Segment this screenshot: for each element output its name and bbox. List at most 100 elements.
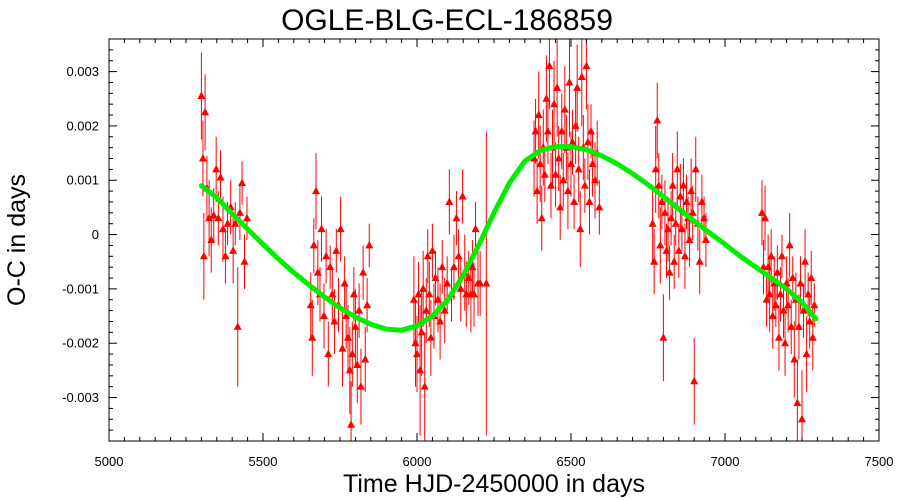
- data-point: [344, 333, 353, 341]
- data-point: [777, 251, 786, 260]
- data-point: [449, 262, 458, 271]
- data-point: [653, 115, 662, 124]
- data-point: [242, 213, 251, 222]
- data-point: [229, 246, 238, 254]
- data-point: [765, 289, 774, 298]
- data-point: [550, 99, 559, 108]
- data-point: [456, 284, 465, 292]
- data-point: [313, 268, 322, 276]
- data-point: [332, 246, 341, 254]
- data-point: [790, 355, 799, 363]
- data-point: [349, 289, 358, 298]
- data-point: [233, 322, 242, 330]
- x-tick-label: 6000: [403, 454, 432, 469]
- data-point: [757, 208, 766, 216]
- data-point: [568, 137, 577, 146]
- data-point: [697, 197, 706, 205]
- data-point: [240, 257, 249, 265]
- data-point: [531, 126, 540, 135]
- data-point: [533, 186, 542, 195]
- data-point: [762, 295, 771, 303]
- data-point: [687, 186, 696, 195]
- data-point: [546, 181, 555, 189]
- data-point: [761, 213, 770, 222]
- data-point: [214, 213, 223, 222]
- data-point: [774, 333, 783, 341]
- data-point: [574, 164, 583, 173]
- data-point: [428, 246, 437, 254]
- data-point: [540, 170, 549, 178]
- data-point: [458, 192, 467, 200]
- data-point: [469, 289, 478, 298]
- data-point: [328, 289, 337, 298]
- data-point: [543, 126, 552, 135]
- data-point: [560, 105, 569, 113]
- data-point: [587, 126, 596, 135]
- data-point: [363, 300, 372, 309]
- data-point: [701, 235, 710, 243]
- data-point: [595, 202, 604, 211]
- data-point: [764, 262, 773, 271]
- data-point: [571, 121, 580, 129]
- data-point: [476, 278, 485, 287]
- data-point: [201, 107, 210, 116]
- y-tick-label: -0.003: [62, 390, 99, 405]
- data-point: [674, 246, 683, 254]
- x-tick-label: 7500: [865, 454, 894, 469]
- data-point: [423, 251, 432, 260]
- data-point: [438, 262, 447, 271]
- x-axis-label: Time HJD-2450000 in days: [343, 470, 645, 498]
- data-point: [670, 257, 679, 265]
- data-point: [585, 197, 594, 205]
- data-point: [557, 126, 566, 135]
- data-point: [576, 224, 585, 233]
- data-point: [365, 240, 374, 249]
- data-point: [679, 181, 688, 189]
- y-tick-label: 0.002: [66, 118, 99, 133]
- y-tick-label: 0: [92, 227, 99, 242]
- data-point: [342, 311, 351, 320]
- data-point: [306, 300, 315, 309]
- data-point: [804, 289, 813, 298]
- data-point: [805, 316, 814, 325]
- data-point: [781, 338, 790, 347]
- data-point: [317, 224, 326, 233]
- data-point: [197, 91, 206, 100]
- data-point: [534, 110, 543, 119]
- data-point: [345, 365, 354, 374]
- data-point: [794, 322, 803, 330]
- data-point: [767, 251, 776, 260]
- data-point: [417, 327, 426, 336]
- data-point: [788, 273, 797, 282]
- data-point: [356, 382, 365, 390]
- data-point: [471, 224, 480, 233]
- data-point: [807, 273, 816, 282]
- data-point: [673, 164, 682, 173]
- y-axis-label: O-C in days: [3, 174, 31, 306]
- data-point: [324, 349, 333, 358]
- data-point: [454, 251, 463, 260]
- data-point: [556, 202, 565, 211]
- data-point: [648, 219, 657, 227]
- x-tick-label: 6500: [557, 454, 586, 469]
- data-point: [419, 284, 428, 292]
- data-point: [452, 213, 461, 222]
- y-axis-ticks: -0.003 -0.002 -0.001 0 0.001 0.002 0.003: [62, 49, 879, 442]
- data-point: [688, 208, 697, 216]
- data-point: [221, 251, 230, 260]
- data-point: [322, 251, 331, 260]
- data-point: [209, 211, 218, 219]
- data-point: [582, 61, 591, 70]
- data-point: [542, 94, 551, 102]
- data-point: [336, 224, 345, 233]
- data-point: [667, 213, 676, 222]
- data-point: [238, 178, 247, 186]
- chart-title: OGLE-BLG-ECL-186859: [281, 4, 613, 37]
- data-point: [348, 349, 357, 358]
- data-point: [433, 295, 442, 303]
- data-point: [309, 240, 318, 249]
- data-point: [700, 213, 709, 222]
- x-axis-ticks: 5000 5500 6000 6500 7000 7500: [95, 39, 894, 469]
- data-point: [567, 159, 575, 167]
